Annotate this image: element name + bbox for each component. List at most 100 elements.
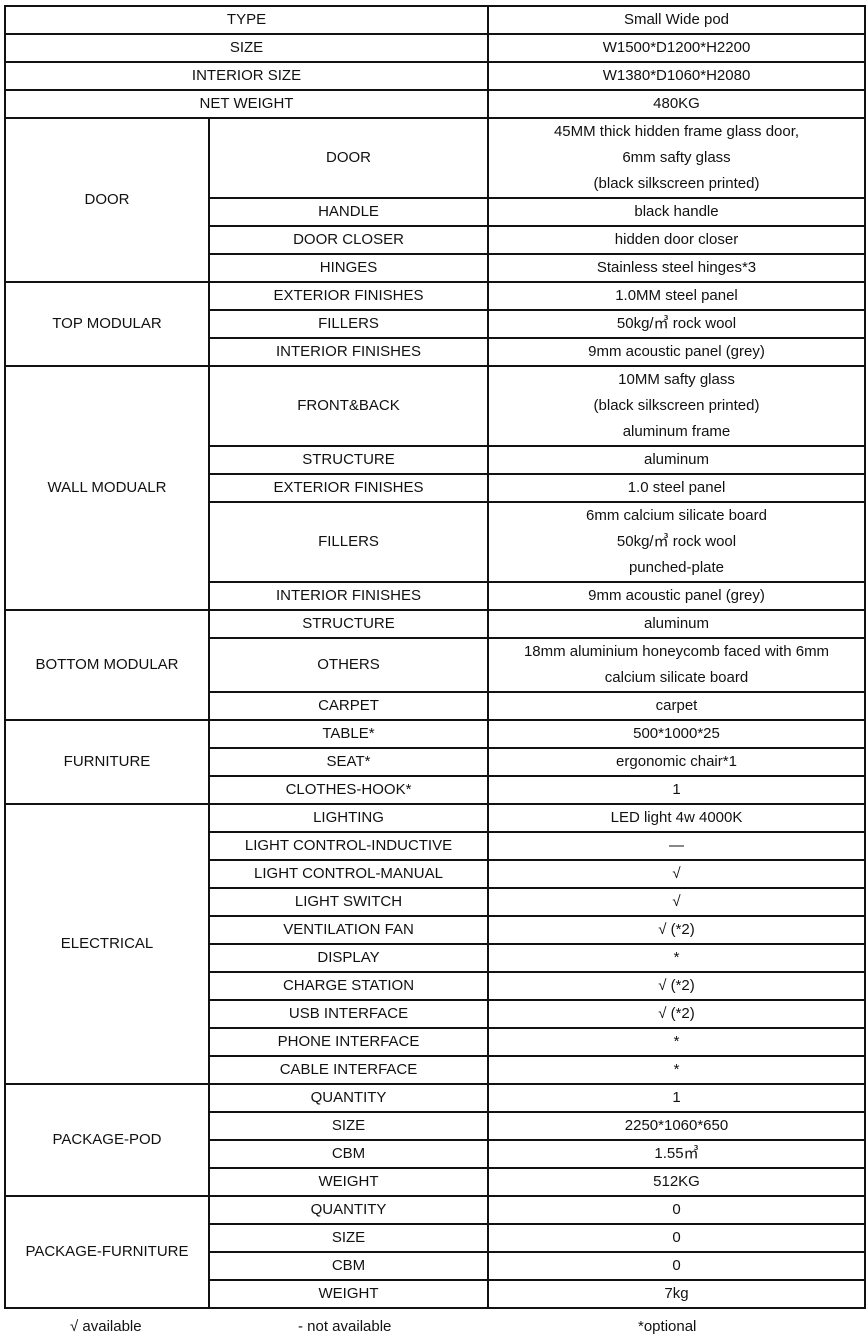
spec-value: 9mm acoustic panel (grey) xyxy=(487,337,866,367)
legend-available: √ available xyxy=(70,1318,142,1335)
group-label: WALL MODUALR xyxy=(4,365,210,611)
table-row: TOP MODULAR EXTERIOR FINISHES 1.0MM steel … xyxy=(4,281,866,367)
spec-label: WEIGHT xyxy=(208,1279,489,1309)
spec-value: √ (*2) xyxy=(487,915,866,945)
spec-value: Stainless steel hinges*3 xyxy=(487,253,866,283)
spec-value: aluminum xyxy=(487,609,866,639)
spec-label: NET WEIGHT xyxy=(4,89,489,119)
table-row: VENTILATION FAN √ (*2) xyxy=(5,915,866,945)
spec-value: 1 xyxy=(487,775,866,805)
spec-label: HINGES xyxy=(208,253,489,283)
table-row: SIZE W1500*D1200*H2200 xyxy=(4,33,866,63)
table-row: BOTTOM MODULAR STRUCTURE aluminum xyxy=(4,609,866,721)
table-row: PHONE INTERFACE * xyxy=(5,1027,866,1057)
spec-value: aluminum xyxy=(487,445,866,475)
spec-label: CABLE INTERFACE xyxy=(208,1055,489,1085)
spec-value: √ (*2) xyxy=(487,971,866,1001)
spec-table: TYPE Small Wide pod SIZE W1500*D1200*H2200 I… xyxy=(4,5,866,1309)
spec-value: * xyxy=(487,1027,866,1057)
table-row: WEIGHT 512KG xyxy=(5,1167,866,1197)
table-row: USB INTERFACE √ (*2) xyxy=(5,999,866,1029)
spec-value: 500*1000*25 xyxy=(487,719,866,749)
table-row: NET WEIGHT 480KG xyxy=(4,89,866,119)
table-row: DOOR CLOSER hidden door closer xyxy=(5,225,866,255)
spec-value: W1500*D1200*H2200 xyxy=(487,33,866,63)
spec-value: 480KG xyxy=(487,89,866,119)
spec-label: STRUCTURE xyxy=(208,445,489,475)
table-row: STRUCTURE aluminum xyxy=(5,445,866,475)
spec-value: ergonomic chair*1 xyxy=(487,747,866,777)
spec-value: W1380*D1060*H2080 xyxy=(487,61,866,91)
spec-value: 7kg xyxy=(487,1279,866,1309)
table-row: OTHERS 18mm aluminium honeycomb faced wit… xyxy=(5,637,866,693)
spec-label: SIZE xyxy=(4,33,489,63)
spec-value: 6mm calcium silicate board 50kg/㎥ rock w… xyxy=(487,501,866,583)
spec-label: DOOR xyxy=(208,117,489,199)
table-row: CLOTHES-HOOK* 1 xyxy=(5,775,866,805)
spec-value: 512KG xyxy=(487,1167,866,1197)
table-row: INTERIOR SIZE W1380*D1060*H2080 xyxy=(4,61,866,91)
table-row: LIGHT SWITCH √ xyxy=(5,887,866,917)
spec-value: 9mm acoustic panel (grey) xyxy=(487,581,866,611)
group-label: BOTTOM MODULAR xyxy=(4,609,210,721)
spec-value: carpet xyxy=(487,691,866,721)
table-row: FURNITURE TABLE* 500*1000*25 xyxy=(4,719,866,805)
table-row: DISPLAY * xyxy=(5,943,866,973)
table-row: HANDLE black handle xyxy=(5,197,866,227)
spec-value: 0 xyxy=(487,1223,866,1253)
spec-label: SIZE xyxy=(208,1223,489,1253)
spec-label: CLOTHES-HOOK* xyxy=(208,775,489,805)
table-row: TYPE Small Wide pod xyxy=(4,5,866,35)
group-label: FURNITURE xyxy=(4,719,210,805)
table-row: FILLERS 6mm calcium silicate board 50kg/㎥… xyxy=(5,501,866,583)
table-row: SEAT* ergonomic chair*1 xyxy=(5,747,866,777)
spec-label: OTHERS xyxy=(208,637,489,693)
table-row: PACKAGE-FURNITURE QUANTITY 0 xyxy=(4,1195,866,1309)
table-row: CHARGE STATION √ (*2) xyxy=(5,971,866,1001)
spec-label: INTERIOR FINISHES xyxy=(208,337,489,367)
table-row: PACKAGE-POD QUANTITY 1 xyxy=(4,1083,866,1197)
table-row: INTERIOR FINISHES 9mm acoustic panel (gre… xyxy=(5,581,866,611)
spec-label: SEAT* xyxy=(208,747,489,777)
spec-value: 1.0MM steel panel xyxy=(487,281,866,311)
table-row: FILLERS 50kg/㎥ rock wool xyxy=(5,309,866,339)
spec-label: PHONE INTERFACE xyxy=(208,1027,489,1057)
spec-label: LIGHTING xyxy=(208,803,489,833)
spec-label: VENTILATION FAN xyxy=(208,915,489,945)
spec-label: INTERIOR SIZE xyxy=(4,61,489,91)
table-row: SIZE 2250*1060*650 xyxy=(5,1111,866,1141)
table-row: CARPET carpet xyxy=(5,691,866,721)
table-row: EXTERIOR FINISHES 1.0 steel panel xyxy=(5,473,866,503)
spec-label: STRUCTURE xyxy=(208,609,489,639)
spec-value: 1.55㎥ xyxy=(487,1139,866,1169)
group-label: TOP MODULAR xyxy=(4,281,210,367)
group-label: PACKAGE-POD xyxy=(4,1083,210,1197)
spec-value: √ xyxy=(487,859,866,889)
spec-label: QUANTITY xyxy=(208,1195,489,1225)
table-row: INTERIOR FINISHES 9mm acoustic panel (gre… xyxy=(5,337,866,367)
spec-label: WEIGHT xyxy=(208,1167,489,1197)
spec-label: CBM xyxy=(208,1139,489,1169)
spec-label: INTERIOR FINISHES xyxy=(208,581,489,611)
table-row: HINGES Stainless steel hinges*3 xyxy=(5,253,866,283)
table-row: WEIGHT 7kg xyxy=(5,1279,866,1309)
table-row: ELECTRICAL LIGHTING LED light 4w 4000K xyxy=(4,803,866,1085)
spec-value: 0 xyxy=(487,1195,866,1225)
spec-label: EXTERIOR FINISHES xyxy=(208,281,489,311)
table-row: DOOR DOOR 45MM thick hidden frame glass do… xyxy=(4,117,866,283)
table-row: LIGHT CONTROL-INDUCTIVE — xyxy=(5,831,866,861)
spec-value: 18mm aluminium honeycomb faced with 6mm … xyxy=(487,637,866,693)
spec-value: * xyxy=(487,1055,866,1085)
spec-value: 0 xyxy=(487,1251,866,1281)
spec-label: CARPET xyxy=(208,691,489,721)
spec-value: Small Wide pod xyxy=(487,5,866,35)
spec-label: SIZE xyxy=(208,1111,489,1141)
spec-value: 45MM thick hidden frame glass door, 6mm … xyxy=(487,117,866,199)
table-row: CBM 0 xyxy=(5,1251,866,1281)
spec-label: USB INTERFACE xyxy=(208,999,489,1029)
spec-value: 1.0 steel panel xyxy=(487,473,866,503)
spec-label: LIGHT CONTROL-INDUCTIVE xyxy=(208,831,489,861)
spec-label: FILLERS xyxy=(208,501,489,583)
spec-label: FILLERS xyxy=(208,309,489,339)
spec-value: black handle xyxy=(487,197,866,227)
